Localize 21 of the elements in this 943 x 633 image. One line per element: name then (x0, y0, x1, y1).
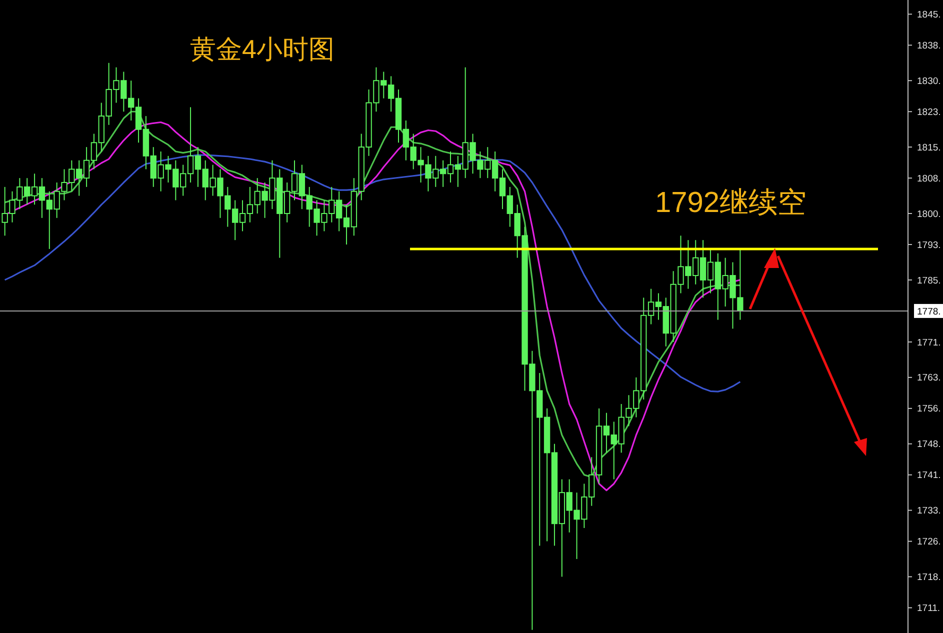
y-tick-label: 1748. (917, 439, 941, 450)
y-tick-label: 1718. (917, 572, 941, 584)
y-tick-label: 1808. (917, 173, 941, 184)
y-tick-label: 1830. (917, 76, 941, 87)
y-tick-label: 1785. (917, 275, 941, 286)
y-tick-label: 1845. (917, 10, 941, 20)
y-tick-label: 1815. (917, 142, 941, 154)
y-tick-label: 1823. (917, 106, 941, 118)
y-tick-label: 1771. (917, 337, 941, 348)
annotation: 1792继续空 (655, 187, 807, 219)
y-tick-label: 1711. (917, 603, 940, 614)
y-tick-label: 1763. (917, 372, 941, 384)
y-tick-label: 1756. (917, 404, 941, 415)
y-tick-label: 1726. (917, 536, 941, 548)
y-tick-label: 1793. (917, 240, 941, 251)
text: 黄金4小时图 (190, 34, 334, 64)
y-tick-label: 1733. (917, 506, 941, 517)
y-tick-label: 1838. (917, 40, 941, 52)
ref-line-label: 1778. (917, 306, 941, 318)
y-tick-label: 1800. (917, 208, 941, 220)
y-tick-label: 1741. (917, 470, 941, 482)
